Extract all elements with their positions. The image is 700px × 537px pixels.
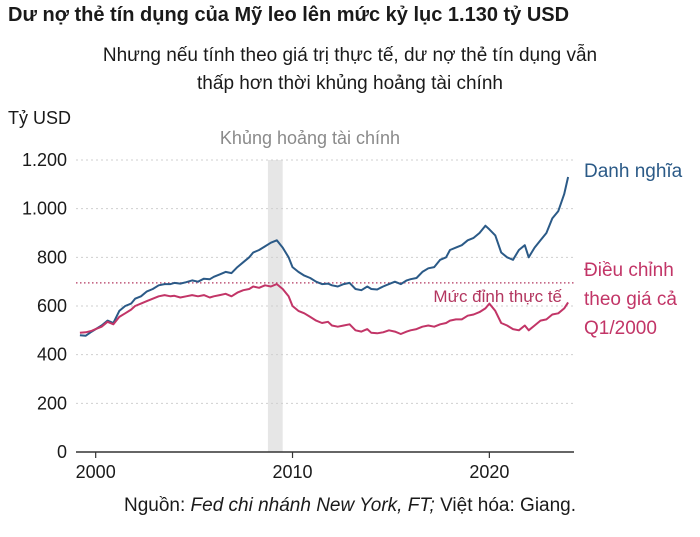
y-tick-label: 0 — [57, 442, 67, 462]
source-suffix: Việt hóa: Giang. — [434, 495, 577, 516]
chart-subtitle-line-1: Nhưng nếu tính theo giá trị thực tế, dư … — [102, 45, 598, 66]
y-tick-label: 400 — [37, 345, 67, 365]
y-tick-label: 200 — [37, 393, 67, 413]
y-tick-label: 1.200 — [22, 150, 67, 170]
chart-subtitle-line-2: thấp hơn thời khủng hoảng tài chính — [197, 73, 503, 94]
series-nominal-line — [79, 176, 570, 337]
x-tick-label: 2010 — [272, 462, 312, 482]
series-real-label: theo giá cả — [584, 289, 677, 310]
series-real-label: Điều chỉnh — [584, 260, 674, 281]
source-prefix: Nguồn: — [123, 495, 191, 516]
y-tick-label: 600 — [37, 296, 67, 316]
series-nominal-label: Danh nghĩa — [584, 161, 683, 182]
y-tick-label: 1.000 — [22, 199, 67, 219]
series-real-label: Q1/2000 — [584, 318, 657, 339]
y-tick-label: 800 — [37, 247, 67, 267]
crisis-band-label: Khủng hoảng tài chính — [220, 128, 400, 148]
source-note: Nguồn: Fed chi nhánh New York, FT; Việt … — [0, 495, 700, 517]
peak-reference-label: Mức đỉnh thực tế — [433, 287, 562, 306]
series-real-line — [79, 283, 569, 335]
source-italic: Fed chi nhánh New York, FT; — [190, 495, 435, 516]
y-axis-label: Tỷ USD — [8, 108, 71, 128]
crisis-band — [267, 160, 283, 452]
chart-title: Dư nợ thẻ tín dụng của Mỹ leo lên mức kỷ… — [8, 4, 570, 26]
x-tick-label: 2000 — [76, 462, 116, 482]
x-tick-label: 2020 — [469, 462, 509, 482]
